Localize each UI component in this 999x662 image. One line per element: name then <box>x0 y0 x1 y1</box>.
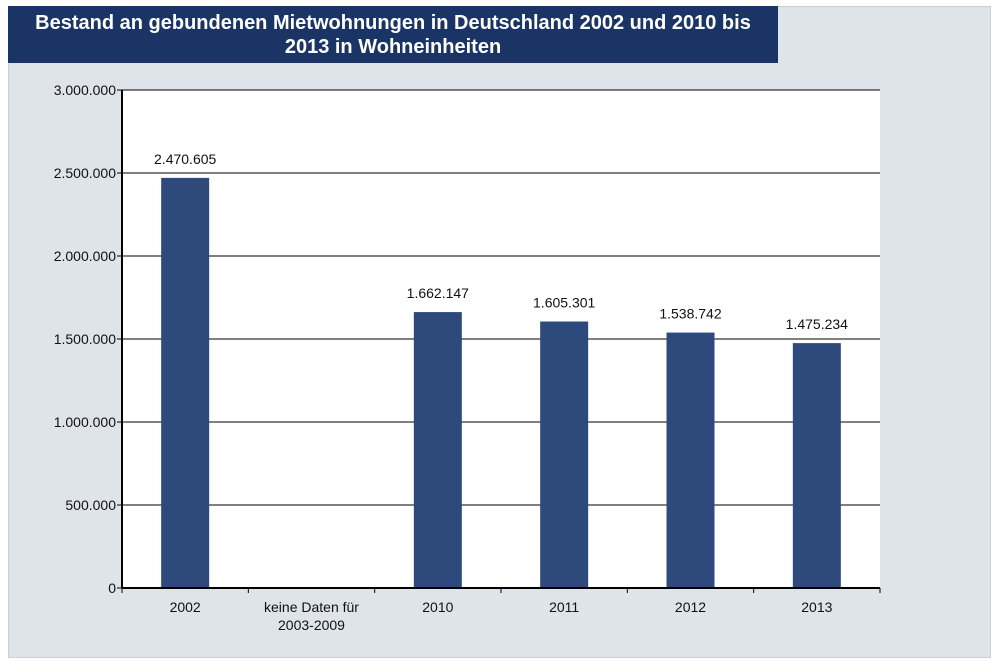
chart-title-line-1: Bestand an gebundenen Mietwohnungen in D… <box>35 12 751 34</box>
x-tick-label: 2012 <box>675 599 706 615</box>
data-label: 1.662.147 <box>407 285 469 301</box>
data-label: 2.470.605 <box>154 151 216 167</box>
y-tick-label: 2.500.000 <box>54 165 116 181</box>
y-tick-label: 0 <box>108 580 116 596</box>
y-tick-label: 1.500.000 <box>54 331 116 347</box>
y-tick-label: 2.000.000 <box>54 248 116 264</box>
x-tick-label: keine Daten für 2003-2009 <box>264 599 359 633</box>
bar <box>666 332 715 588</box>
bar <box>413 312 462 588</box>
y-tick-label: 3.000.000 <box>54 82 116 98</box>
data-label: 1.605.301 <box>533 295 595 311</box>
x-tick-label: 2002 <box>170 599 201 615</box>
data-label: 1.475.234 <box>786 316 848 332</box>
y-tick-label: 1.000.000 <box>54 414 116 430</box>
chart-title: Bestand an gebundenen Mietwohnungen in D… <box>8 6 778 63</box>
bar <box>161 177 210 588</box>
data-label: 1.538.742 <box>659 306 721 322</box>
chart-title-line-2: 2013 in Wohneinheiten <box>284 36 502 58</box>
x-tick-label: 2011 <box>549 599 579 615</box>
y-tick-label: 500.000 <box>65 497 116 513</box>
x-tick-label: 2013 <box>801 599 832 615</box>
x-tick-label: 2010 <box>422 599 453 615</box>
bar <box>540 321 589 588</box>
bar <box>792 343 841 588</box>
